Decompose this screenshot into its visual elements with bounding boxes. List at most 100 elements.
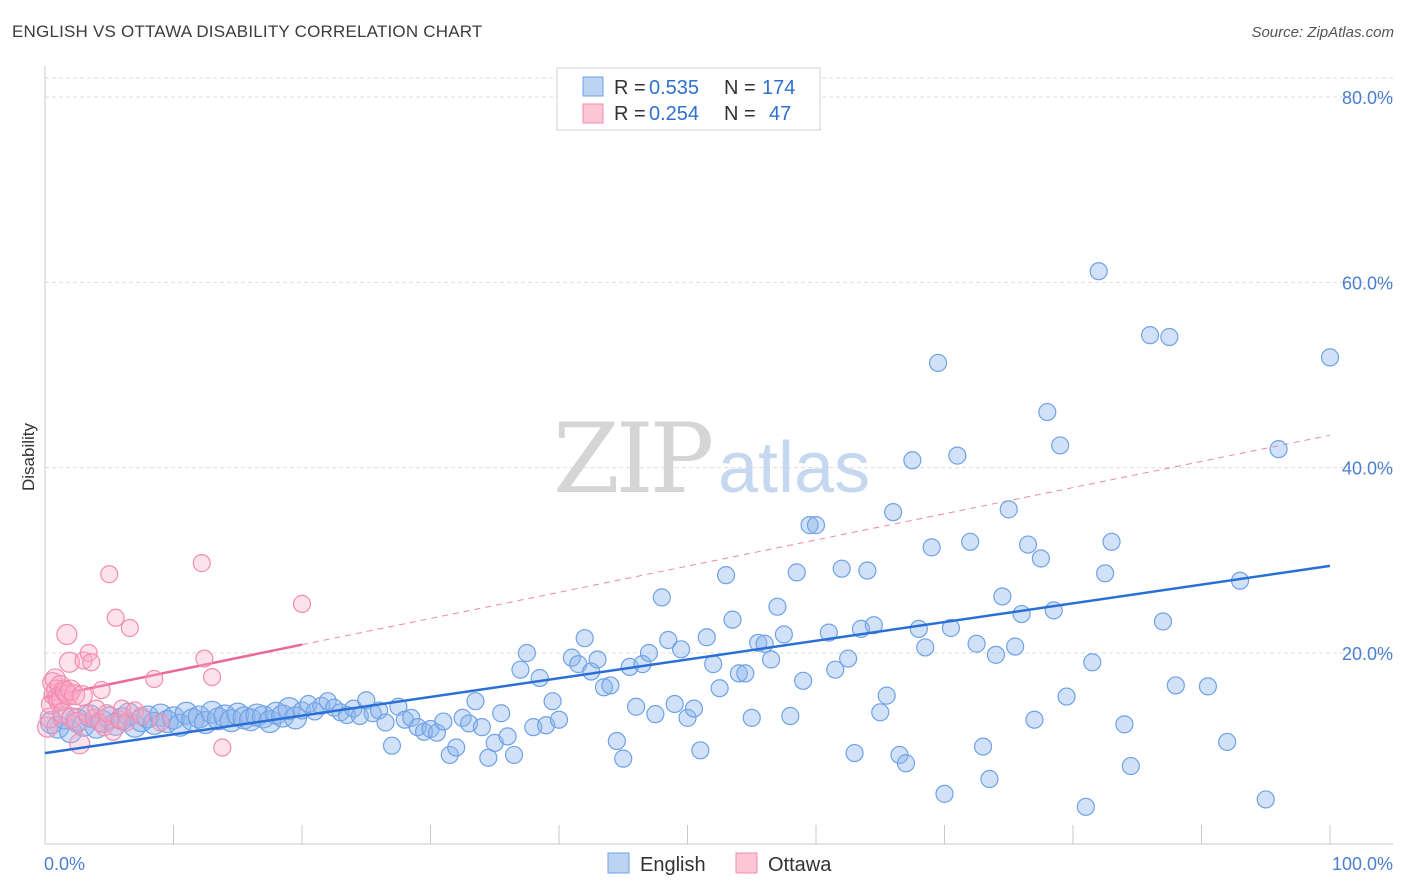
x-tick-label: 100.0% (1332, 854, 1393, 874)
ottawa-point (116, 713, 136, 732)
bottom-legend-ottawa-label: Ottawa (768, 854, 832, 876)
legend-r-value-english: 0.535 (649, 77, 699, 99)
legend-n-label-english: N = (724, 77, 756, 99)
english-point (472, 718, 491, 737)
ottawa-point (292, 594, 312, 613)
english-point (684, 699, 704, 718)
english-point (986, 645, 1006, 664)
english-point (806, 516, 826, 535)
english-point (607, 731, 626, 751)
english-point (839, 649, 858, 668)
english-point (742, 708, 761, 727)
legend-n-value-ottawa: 47 (769, 103, 791, 125)
english-point (871, 703, 890, 722)
english-point (723, 610, 742, 629)
english-point (1269, 440, 1288, 459)
y-tick-labels: 20.0% 40.0% 60.0% 80.0% (1342, 88, 1393, 664)
english-point (716, 566, 736, 585)
english-point (511, 660, 530, 679)
english-point (575, 629, 594, 648)
english-point (466, 692, 485, 711)
english-point (1089, 262, 1108, 281)
english-point (858, 561, 877, 580)
english-point (601, 676, 620, 695)
ottawa-trend-solid (44, 643, 303, 699)
english-point (1012, 604, 1031, 624)
x-tick-labels: 0.0% 100.0% (44, 854, 1393, 874)
english-point (903, 451, 922, 470)
english-point (704, 655, 723, 674)
english-point (504, 745, 524, 765)
english-point (787, 563, 806, 582)
english-point (1102, 532, 1121, 551)
english-point (652, 588, 671, 607)
english-point (665, 694, 684, 714)
y-axis-label: Disability (19, 422, 38, 491)
chart-source: Source: ZipAtlas.com (1251, 24, 1394, 41)
english-point (588, 650, 607, 669)
english-point (434, 712, 453, 731)
english-point (999, 500, 1018, 519)
english-point (1096, 564, 1115, 583)
english-point (492, 704, 511, 723)
english-point (883, 503, 903, 522)
ottawa-point (71, 685, 93, 707)
english-point (1018, 535, 1038, 554)
english-point (845, 743, 864, 763)
english-trend-line (44, 564, 1331, 755)
legend-r-value-ottawa: 0.254 (649, 103, 699, 125)
axes (44, 66, 1393, 845)
english-point (896, 754, 916, 773)
legend-n-label-ottawa: N = (724, 103, 756, 125)
english-point (1166, 676, 1185, 695)
english-point (909, 619, 928, 639)
english-point (961, 532, 980, 551)
bottom-legend: English Ottawa (607, 852, 832, 876)
english-point (800, 516, 819, 535)
ottawa-point (151, 713, 170, 732)
english-points (39, 262, 1340, 816)
english-point (761, 650, 781, 669)
english-point (498, 727, 517, 746)
ottawa-point (56, 623, 78, 646)
english-point (382, 736, 402, 755)
english-point (832, 559, 851, 578)
english-point (819, 623, 838, 642)
english-point (1025, 710, 1044, 729)
ottawa-point (202, 667, 222, 687)
english-point (659, 630, 678, 650)
english-point (935, 784, 954, 803)
english-point (941, 618, 961, 638)
english-point (826, 660, 845, 679)
english-point (993, 587, 1012, 606)
chart-title: ENGLISH VS OTTAWA DISABILITY CORRELATION… (12, 22, 483, 41)
english-point (155, 709, 179, 734)
english-point (376, 713, 395, 732)
ottawa-point (195, 649, 214, 668)
ottawa-point (82, 653, 101, 672)
ottawa-point (132, 706, 151, 726)
ottawa-point (58, 651, 81, 673)
english-point (877, 686, 896, 705)
english-point (427, 723, 447, 742)
ottawa-point (63, 684, 86, 706)
ottawa-point (145, 669, 164, 689)
y-tick-label: 20.0% (1342, 644, 1393, 664)
english-point (671, 640, 691, 659)
english-point (639, 643, 659, 663)
legend-r-label-english: R = (614, 77, 646, 99)
english-point (530, 668, 549, 688)
ottawa-point (92, 680, 111, 700)
y-tick-label: 80.0% (1342, 88, 1393, 108)
english-point (922, 538, 941, 557)
english-point (678, 708, 697, 727)
english-point (781, 706, 800, 726)
english-point (614, 749, 633, 768)
english-point (646, 705, 665, 724)
english-point (136, 705, 160, 729)
english-point (1076, 797, 1095, 816)
english-point (1006, 637, 1025, 656)
english-point (543, 692, 562, 711)
y-tick-label: 40.0% (1342, 459, 1393, 479)
english-point (794, 671, 813, 690)
